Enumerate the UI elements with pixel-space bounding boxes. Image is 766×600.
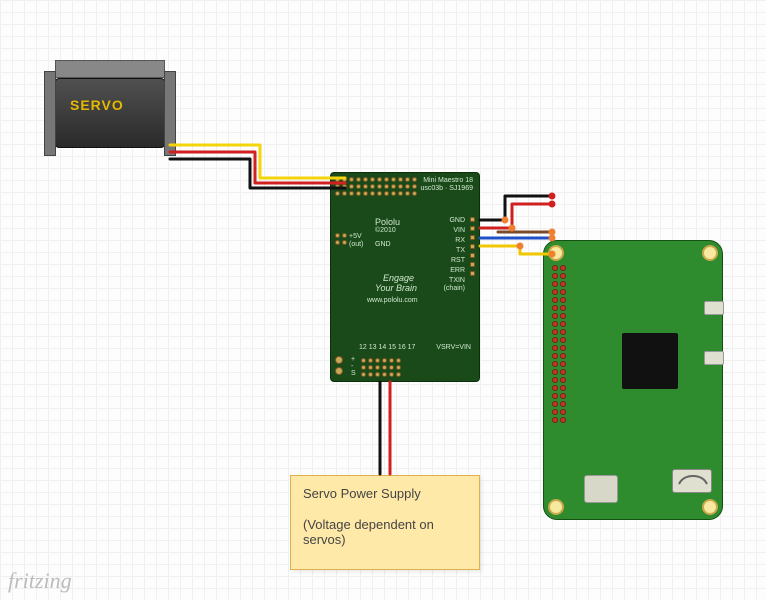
maestro-r-txin: TXIN <box>449 277 465 284</box>
maestro-year: ©2010 <box>375 227 396 234</box>
raspberry-pi <box>543 240 723 520</box>
hdmi-port <box>672 469 712 493</box>
maestro-r-gnd: GND <box>449 217 465 224</box>
maestro-r-rst: RST <box>451 257 465 264</box>
soc-chip <box>622 333 678 389</box>
note-title: Servo Power Supply <box>303 486 467 501</box>
micro-usb-2 <box>704 351 724 365</box>
maestro-out: (out) <box>349 241 363 248</box>
maestro-5v: +5V <box>349 233 362 240</box>
maestro-brand: Pololu <box>375 217 400 227</box>
maestro-vsrv: VSRV=VIN <box>436 344 471 351</box>
maestro-slogan1: Engage <box>383 273 414 283</box>
watermark: fritzing <box>8 568 72 594</box>
power-supply-note: Servo Power Supply (Voltage dependent on… <box>290 475 480 570</box>
maestro-gnd-l: GND <box>375 241 391 248</box>
sd-card-slot <box>584 475 618 503</box>
maestro-r-err: ERR <box>450 267 465 274</box>
note-body: (Voltage dependent on servos) <box>303 517 467 547</box>
servo-label: SERVO <box>70 97 124 113</box>
maestro-url: www.pololu.com <box>367 297 418 304</box>
maestro-slogan2: Your Brain <box>375 283 417 293</box>
maestro-subtitle: usc03b · SJ1969 <box>420 185 473 192</box>
maestro-r-rx: RX <box>455 237 465 244</box>
maestro-bottom-nums: 12 13 14 15 16 17 <box>359 344 415 351</box>
gpio-header <box>552 265 572 425</box>
maestro-r-tx: TX <box>456 247 465 254</box>
maestro-title: Mini Maestro 18 <box>423 177 473 184</box>
micro-usb-1 <box>704 301 724 315</box>
maestro-r-vin: VIN <box>453 227 465 234</box>
servo-motor: SERVO <box>55 78 165 148</box>
maestro-r-chain: (chain) <box>444 285 465 292</box>
maestro-pms: + - S <box>351 356 356 377</box>
maestro-controller: Mini Maestro 18 usc03b · SJ1969 Pololu ©… <box>330 172 480 382</box>
